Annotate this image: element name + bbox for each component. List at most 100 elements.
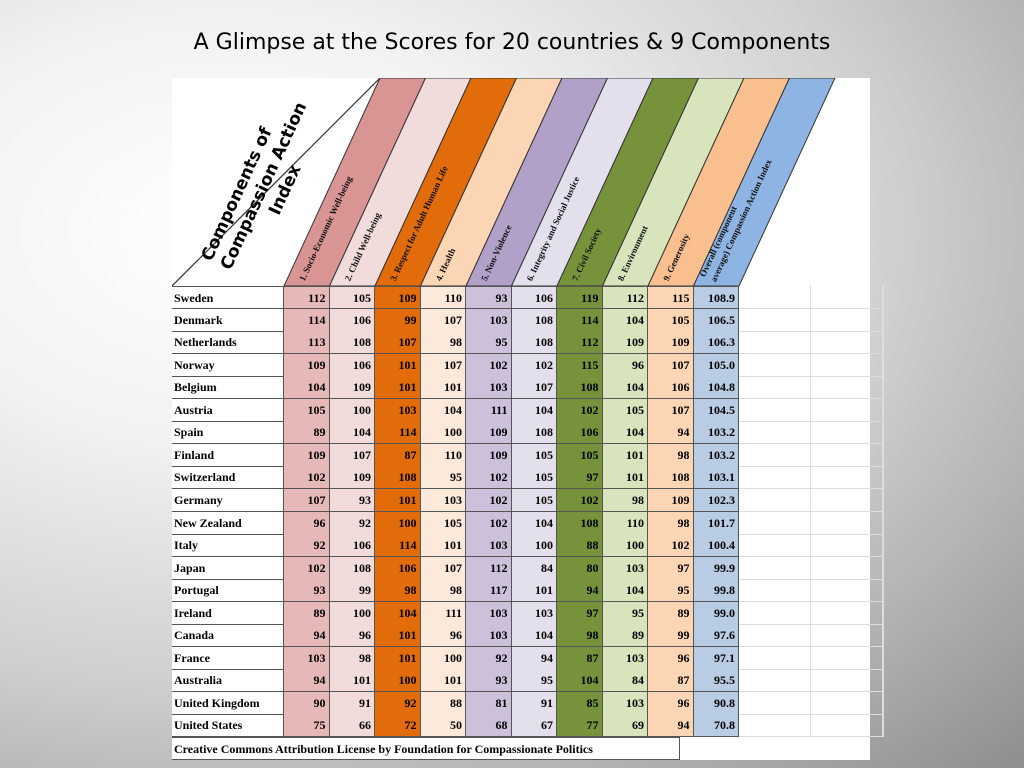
score-cell: 101 [375,353,421,377]
score-cell: 92 [329,511,375,535]
column-header-band [692,78,836,286]
score-cell: 97 [557,601,603,625]
score-cell: 100 [329,398,375,422]
score-cell: 103.2 [693,443,739,467]
score-cell: 91 [329,691,375,715]
score-cell: 107 [329,443,375,467]
empty-cell [883,511,884,535]
empty-cell [883,488,884,512]
score-cell: 99.9 [693,556,739,580]
score-cell: 110 [602,511,648,535]
empty-cell [883,534,884,558]
score-cell: 100 [511,534,557,558]
score-cell: 112 [557,331,603,355]
score-cell: 103 [602,691,648,715]
empty-cell [739,714,811,738]
score-cell: 103 [466,308,512,332]
score-cell: 94 [648,714,694,738]
score-cell: 104 [511,511,557,535]
table-row: Japan 102 108 106 107 112 84 80 103 97 99.9 [172,556,884,580]
country-name: Ireland [172,601,284,625]
column-header-band [465,78,609,286]
empty-cell [739,353,811,377]
score-cell: 104 [329,421,375,445]
score-cell: 87 [557,646,603,670]
score-cell: 107 [420,308,466,332]
score-cell: 114 [375,421,421,445]
license-note: Creative Commons Attribution License by … [172,737,680,760]
score-cell: 108 [511,308,557,332]
score-cell: 104 [511,624,557,648]
empty-cell [883,353,884,377]
country-name: Norway [172,353,284,377]
column-header-band [510,78,654,286]
empty-cell [739,624,811,648]
score-cell: 111 [466,398,512,422]
empty-cell [811,556,883,580]
score-cell: 114 [557,308,603,332]
score-cell: 102 [466,353,512,377]
score-cell: 106.3 [693,331,739,355]
score-cell: 95 [466,331,512,355]
score-cell: 103 [466,601,512,625]
score-cell: 117 [466,579,512,603]
table-row: France 103 98 101 100 92 94 87 103 96 97.1 [172,646,884,670]
score-cell: 98 [557,624,603,648]
country-name: Switzerland [172,466,284,490]
score-cell: 99 [648,624,694,648]
score-cell: 105 [284,398,330,422]
score-cell: 100 [375,511,421,535]
country-name: New Zealand [172,511,284,535]
score-cell: 101 [375,488,421,512]
score-cell: 70.8 [693,714,739,738]
empty-cell [739,691,811,715]
column-header-band [556,78,700,286]
score-cell: 98 [375,579,421,603]
score-cell: 102 [284,466,330,490]
score-cell: 96 [329,624,375,648]
score-cell: 100 [375,669,421,693]
empty-cell [811,669,883,693]
score-cell: 87 [648,669,694,693]
empty-cell [739,488,811,512]
score-cell: 81 [466,691,512,715]
score-cell: 106.5 [693,308,739,332]
score-cell: 104.8 [693,376,739,400]
score-cell: 109 [466,443,512,467]
score-cell: 114 [284,308,330,332]
empty-cell [883,714,884,738]
empty-cell [739,601,811,625]
score-cell: 101 [375,376,421,400]
score-cell: 109 [466,421,512,445]
empty-cell [811,421,883,445]
empty-cell [739,646,811,670]
table-row: Sweden 112 105 109 110 93 106 119 112 115 108.9 [172,286,884,309]
score-cell: 98 [648,511,694,535]
score-cell: 105 [602,398,648,422]
empty-cell [811,466,883,490]
table-row: Italy 92 106 114 101 103 100 88 100 102 100.4 [172,534,884,558]
score-cell: 102 [648,534,694,558]
empty-cell [811,488,883,512]
score-cell: 96 [648,691,694,715]
score-cell: 119 [557,286,603,309]
score-cell: 107 [648,353,694,377]
score-cell: 108 [557,376,603,400]
empty-cell [883,601,884,625]
country-name: Italy [172,534,284,558]
column-header-band [374,78,518,286]
empty-cell [739,421,811,445]
score-cell: 105 [329,286,375,309]
score-cell: 109 [329,376,375,400]
score-cell: 106 [557,421,603,445]
score-cell: 109 [648,488,694,512]
score-cell: 99 [375,308,421,332]
score-cell: 101 [511,579,557,603]
score-cell: 106 [511,286,557,309]
country-name: United Kingdom [172,691,284,715]
score-cell: 103 [420,488,466,512]
score-cell: 95.5 [693,669,739,693]
country-name: Portugal [172,579,284,603]
score-cell: 102 [557,488,603,512]
score-cell: 105 [557,443,603,467]
